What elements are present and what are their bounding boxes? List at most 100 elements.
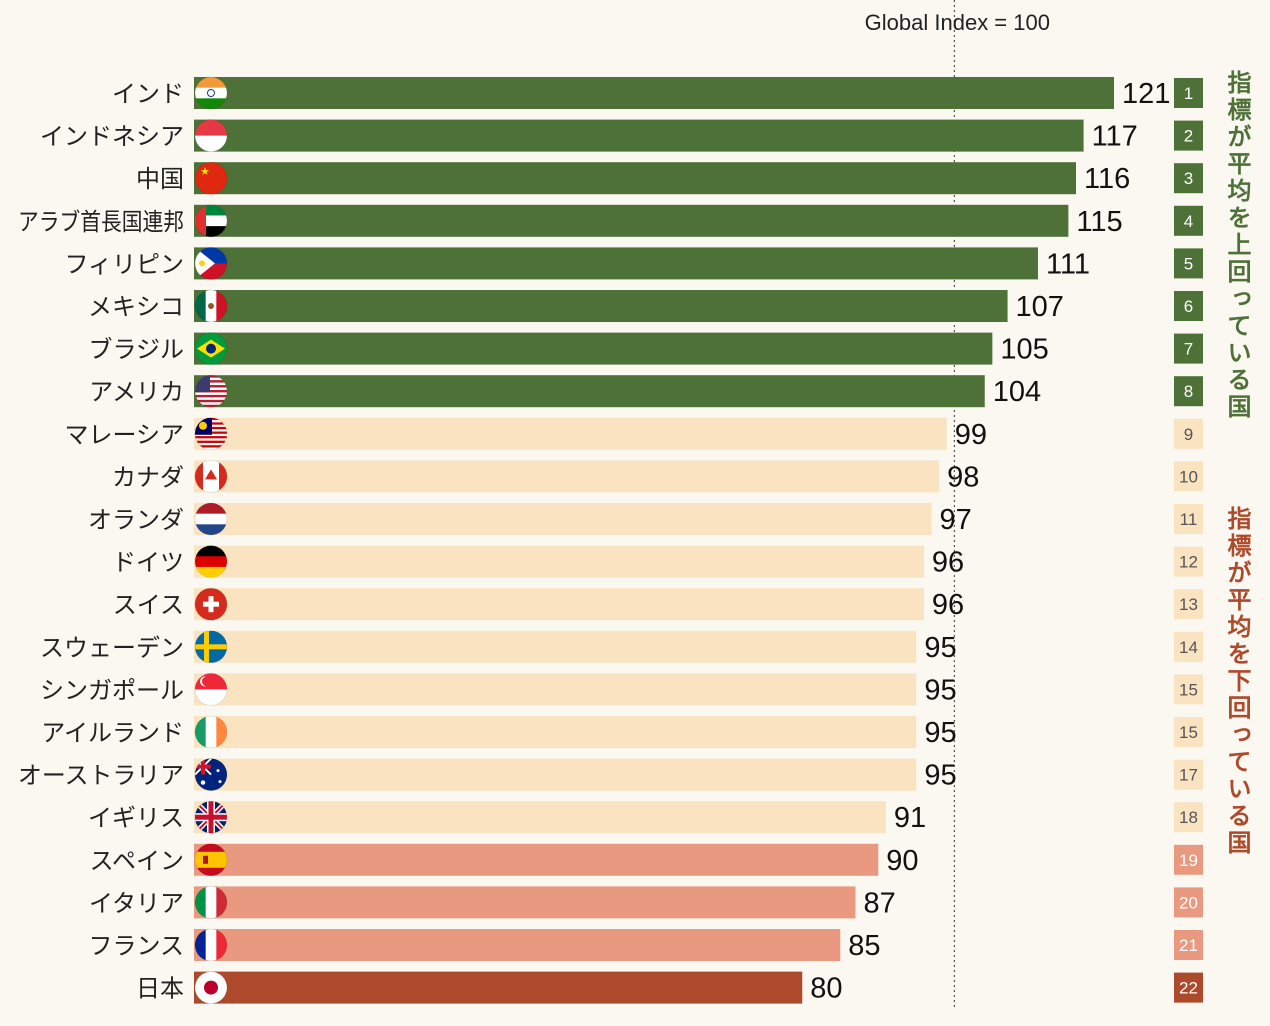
value-label: 95 (924, 632, 956, 664)
category-label: オーストラリア (18, 762, 184, 790)
rank-badge (1174, 163, 1203, 194)
bar (194, 332, 993, 365)
above-average-annotation: 指標が平均を上回っている国 (1223, 70, 1251, 421)
rank-number: 15 (1179, 723, 1198, 742)
italy-flag-icon (194, 885, 228, 919)
rank-number: 6 (1184, 297, 1193, 316)
value-label: 95 (924, 717, 956, 749)
category-label: アラブ首長国連邦 (18, 208, 184, 236)
category-label: アメリカ (89, 378, 184, 406)
switzerland-flag-icon (194, 587, 228, 621)
india-flag-icon (194, 76, 228, 110)
value-label: 104 (993, 376, 1041, 408)
rank-badge (1174, 504, 1203, 534)
rank-badge (1174, 759, 1203, 790)
category-label: シンガポール (40, 676, 184, 704)
global-index-label: Global Index = 100 (865, 10, 1050, 35)
rank-badge (1174, 844, 1203, 875)
bar-row: マレーシア 99 9 (64, 417, 1203, 451)
rank-badge (1174, 205, 1203, 236)
value-label: 111 (1046, 248, 1090, 280)
rank-number: 18 (1179, 808, 1198, 827)
category-label: 中国 (136, 165, 184, 193)
value-label: 107 (1016, 291, 1064, 323)
bar-row: アラブ首長国連邦 115 4 (18, 204, 1203, 238)
bar-row: インド 121 1 (112, 76, 1203, 110)
rank-badge (1174, 631, 1203, 662)
category-label: スイス (113, 591, 184, 619)
rank-badge (1174, 887, 1203, 918)
brazil-flag-icon (194, 332, 228, 366)
value-label: 96 (932, 589, 964, 621)
rank-number: 10 (1179, 467, 1198, 486)
bar (194, 971, 803, 1004)
rank-number: 20 (1179, 893, 1198, 912)
below-average-annotation: 指標が平均を下回っている国 (1223, 506, 1251, 857)
category-label: スペイン (90, 847, 184, 875)
bar-row: フランス 85 21 (88, 928, 1203, 962)
rank-number: 19 (1179, 851, 1198, 870)
rank-number: 2 (1184, 127, 1193, 146)
rank-number: 9 (1184, 425, 1193, 444)
bar (194, 417, 947, 450)
bar-row: フィリピン 111 5 (64, 246, 1203, 280)
bar-row: 中国 ★ 116 3 (136, 161, 1203, 195)
rank-badge (1174, 717, 1203, 747)
bar (194, 630, 917, 663)
rank-badge (1174, 589, 1203, 620)
value-label: 91 (894, 802, 926, 834)
rank-badge (1174, 972, 1203, 1003)
bar (194, 801, 886, 834)
category-label: フランス (88, 932, 184, 960)
bar (194, 588, 924, 621)
bar-row: ドイツ 96 12 (112, 545, 1203, 579)
bar-row: イギリス 91 18 (88, 800, 1203, 834)
bar (194, 119, 1084, 152)
category-label: マレーシア (64, 421, 184, 449)
rank-number: 5 (1184, 254, 1193, 273)
bar (194, 162, 1076, 195)
bar (194, 204, 1069, 237)
bar-row: オランダ 97 11 (88, 502, 1203, 536)
singapore-flag-icon (194, 672, 228, 706)
rank-badge (1174, 333, 1203, 364)
category-label: イギリス (88, 804, 184, 832)
bar-row: スイス 96 13 (113, 587, 1203, 621)
germany-flag-icon (194, 545, 228, 579)
value-label: 117 (1092, 121, 1138, 153)
france-flag-icon (194, 928, 228, 962)
malaysia-flag-icon (194, 417, 228, 451)
china-flag-icon: ★ (194, 161, 228, 195)
category-label: インド (112, 80, 184, 108)
bar-row: スペイン 90 19 (90, 843, 1203, 877)
philippines-flag-icon (194, 246, 228, 280)
rank-number: 3 (1184, 169, 1193, 188)
bar-row: アメリカ 104 8 (89, 374, 1203, 408)
bar (194, 77, 1114, 109)
uae-flag-icon (194, 204, 228, 238)
bar (194, 929, 841, 961)
rank-badge (1174, 120, 1203, 151)
australia-flag-icon (194, 758, 228, 792)
category-label: カナダ (112, 463, 184, 491)
category-label: スウェーデン (40, 634, 184, 662)
bar-row: シンガポール 95 15 (40, 672, 1203, 706)
category-label: オランダ (88, 506, 184, 534)
indonesia-flag-icon (194, 119, 228, 153)
rank-badge (1174, 291, 1203, 321)
canada-flag-icon (194, 459, 228, 493)
rank-number: 13 (1179, 595, 1198, 614)
rank-badge (1174, 930, 1203, 960)
mexico-flag-icon (194, 289, 228, 323)
value-label: 115 (1076, 206, 1122, 238)
japan-flag-icon (194, 971, 228, 1005)
rank-number: 1 (1184, 84, 1193, 103)
value-label: 95 (924, 760, 956, 792)
bar-row: ブラジル 105 7 (88, 332, 1203, 366)
rank-badge (1174, 248, 1203, 279)
category-label: ドイツ (112, 549, 184, 577)
bar (194, 673, 917, 706)
bar-row: カナダ 98 10 (112, 459, 1203, 493)
rank-number: 11 (1180, 510, 1198, 529)
